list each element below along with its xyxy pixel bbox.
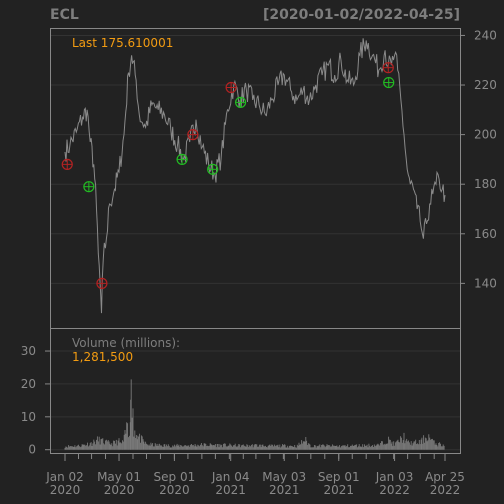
buy-marker [176, 153, 188, 166]
sell-marker [382, 62, 394, 74]
trade-markers [61, 62, 395, 289]
price-tick-label: 140 [474, 276, 497, 290]
x-tick-label: May 01 [97, 470, 141, 484]
buy-marker [383, 76, 395, 89]
buy-marker [207, 163, 219, 175]
chart-date-range: [2020-01-02/2022-04-25] [263, 7, 460, 23]
x-tick-year-label: 2020 [104, 483, 135, 497]
x-tick-year-label: 2020 [50, 483, 81, 497]
volume-label: Volume (millions): [72, 336, 180, 350]
x-tick-label: Apr 25 [425, 470, 465, 484]
x-tick-label: Jan 03 [375, 470, 414, 484]
volume-axis: 0 10 20 30 [21, 344, 50, 457]
x-tick-year-label: 2021 [323, 483, 354, 497]
x-tick-year-label: 2021 [215, 483, 246, 497]
volume-last-value: 1,281,500 [72, 350, 133, 364]
buy-marker [234, 96, 247, 108]
price-axis: 140 160 180 200 220 240 [460, 28, 497, 290]
volume-tick-label: 10 [21, 410, 36, 424]
price-tick-label: 160 [474, 227, 497, 241]
x-tick-label: Sep 01 [154, 470, 196, 484]
volume-tick-label: 0 [28, 443, 36, 457]
x-tick-year-label: 2021 [269, 483, 300, 497]
price-grid [50, 34, 460, 284]
x-tick-label: Sep 01 [318, 470, 360, 484]
last-price-label: Last 175.610001 [72, 36, 173, 50]
sell-marker [96, 277, 108, 289]
price-series-line [64, 38, 446, 314]
x-tick-label: Jan 04 [211, 470, 250, 484]
x-tick-year-label: 2022 [379, 483, 410, 497]
price-tick-label: 240 [474, 28, 497, 42]
volume-bars [64, 379, 445, 450]
sell-marker [187, 129, 199, 141]
x-tick-label: May 03 [262, 470, 306, 484]
chart-symbol: ECL [50, 7, 79, 23]
x-tick-year-label: 2020 [159, 483, 190, 497]
x-tick-year-label: 2022 [430, 483, 461, 497]
sell-marker [61, 158, 73, 170]
volume-tick-label: 30 [21, 344, 36, 358]
price-tick-label: 220 [474, 78, 497, 92]
price-tick-label: 200 [474, 128, 497, 142]
sell-marker [225, 81, 237, 94]
buy-marker [83, 181, 95, 193]
x-tick-label: Jan 02 [45, 470, 84, 484]
price-tick-label: 180 [474, 177, 497, 191]
volume-tick-label: 20 [21, 377, 36, 391]
